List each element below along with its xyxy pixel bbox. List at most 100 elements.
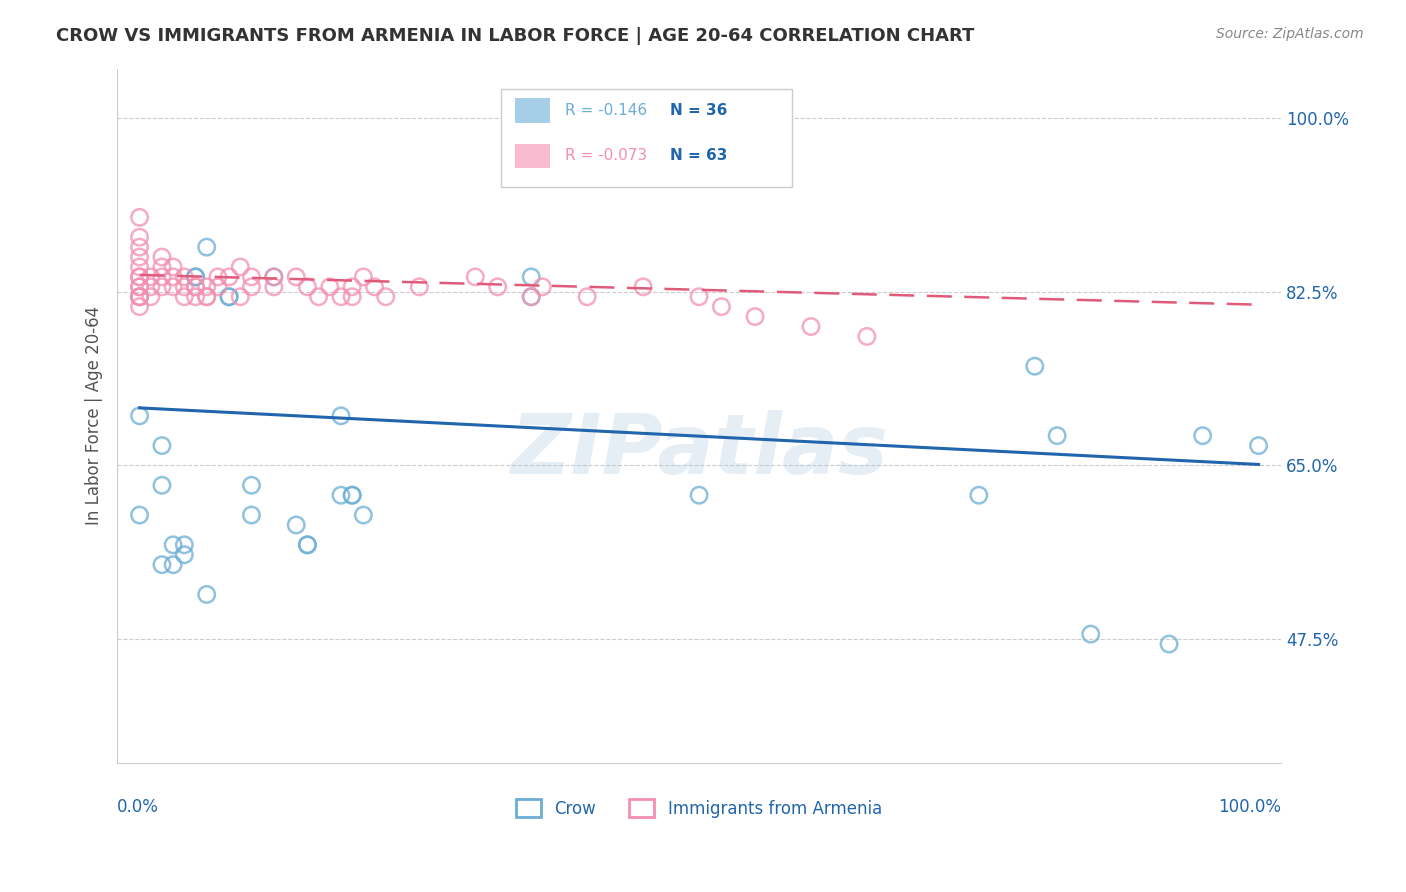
FancyBboxPatch shape <box>515 144 550 168</box>
Point <box>184 269 207 284</box>
Point <box>229 290 252 304</box>
Point <box>285 269 308 284</box>
Point <box>486 280 509 294</box>
Point <box>162 538 184 552</box>
Point <box>330 488 353 502</box>
Point <box>1191 428 1213 442</box>
Point <box>263 269 285 284</box>
Point <box>520 290 543 304</box>
Point <box>744 310 766 324</box>
Point <box>184 269 207 284</box>
FancyBboxPatch shape <box>515 98 550 123</box>
Point <box>139 290 162 304</box>
Point <box>195 290 218 304</box>
Point <box>319 280 342 294</box>
Point <box>688 488 710 502</box>
Text: R = -0.073: R = -0.073 <box>565 148 647 163</box>
Text: 0.0%: 0.0% <box>117 797 159 816</box>
Point <box>128 260 150 274</box>
Point <box>128 409 150 423</box>
Point <box>340 280 363 294</box>
Point <box>162 269 184 284</box>
Point <box>195 280 218 294</box>
Point <box>150 439 173 453</box>
Point <box>128 269 150 284</box>
Point <box>139 269 162 284</box>
Point <box>800 319 823 334</box>
Point <box>1024 359 1046 374</box>
Point <box>464 269 486 284</box>
Point <box>408 280 430 294</box>
Point <box>308 290 330 304</box>
Point <box>218 290 240 304</box>
Point <box>173 538 195 552</box>
Point <box>240 280 263 294</box>
Point <box>297 280 319 294</box>
Point <box>710 300 733 314</box>
Point <box>240 508 263 522</box>
Point <box>240 478 263 492</box>
Point <box>184 290 207 304</box>
Point <box>218 269 240 284</box>
Point <box>285 518 308 533</box>
FancyBboxPatch shape <box>501 89 792 186</box>
Point <box>352 508 374 522</box>
Point <box>184 280 207 294</box>
Point <box>128 280 150 294</box>
Point <box>128 269 150 284</box>
Point <box>229 260 252 274</box>
Point <box>150 269 173 284</box>
Point <box>150 250 173 264</box>
Point <box>340 290 363 304</box>
Text: ZIPatlas: ZIPatlas <box>510 410 889 491</box>
Point <box>195 587 218 601</box>
Point <box>173 269 195 284</box>
Point <box>240 269 263 284</box>
Point <box>531 280 554 294</box>
Point <box>1157 637 1180 651</box>
Point <box>340 488 363 502</box>
Point <box>128 290 150 304</box>
Point <box>128 250 150 264</box>
Point <box>297 538 319 552</box>
Text: N = 63: N = 63 <box>671 148 727 163</box>
Point <box>330 290 353 304</box>
Point <box>297 538 319 552</box>
Point <box>162 260 184 274</box>
Point <box>173 290 195 304</box>
Point <box>184 280 207 294</box>
Point <box>218 290 240 304</box>
Text: R = -0.146: R = -0.146 <box>565 103 647 118</box>
Point <box>207 280 229 294</box>
Legend: Crow, Immigrants from Armenia: Crow, Immigrants from Armenia <box>509 793 889 824</box>
Point <box>128 211 150 225</box>
Point <box>967 488 990 502</box>
Point <box>363 280 385 294</box>
Point <box>162 280 184 294</box>
Point <box>1080 627 1102 641</box>
Point <box>173 548 195 562</box>
Point <box>631 280 654 294</box>
Point <box>207 269 229 284</box>
Point <box>352 269 374 284</box>
Point <box>195 290 218 304</box>
Point <box>263 280 285 294</box>
Point <box>128 508 150 522</box>
Point <box>150 260 173 274</box>
Point <box>520 269 543 284</box>
Point <box>128 290 150 304</box>
Point <box>128 230 150 244</box>
Point <box>150 280 173 294</box>
Point <box>128 280 150 294</box>
Point <box>195 240 218 254</box>
Point <box>1046 428 1069 442</box>
Point <box>128 300 150 314</box>
Point <box>128 290 150 304</box>
Point <box>374 290 396 304</box>
Point <box>150 478 173 492</box>
Point <box>576 290 599 304</box>
Y-axis label: In Labor Force | Age 20-64: In Labor Force | Age 20-64 <box>86 306 103 525</box>
Point <box>139 280 162 294</box>
Text: 100.0%: 100.0% <box>1218 797 1281 816</box>
Point <box>1247 439 1270 453</box>
